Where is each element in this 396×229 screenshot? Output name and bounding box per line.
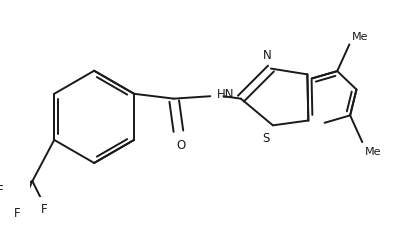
Text: N: N xyxy=(263,49,271,62)
Text: Me: Me xyxy=(365,146,381,156)
Text: HN: HN xyxy=(217,88,234,101)
Text: Me: Me xyxy=(352,32,368,41)
Text: S: S xyxy=(262,131,269,144)
Text: F: F xyxy=(41,202,48,215)
Text: F: F xyxy=(0,183,3,196)
Text: F: F xyxy=(13,206,20,219)
Text: O: O xyxy=(177,138,186,151)
